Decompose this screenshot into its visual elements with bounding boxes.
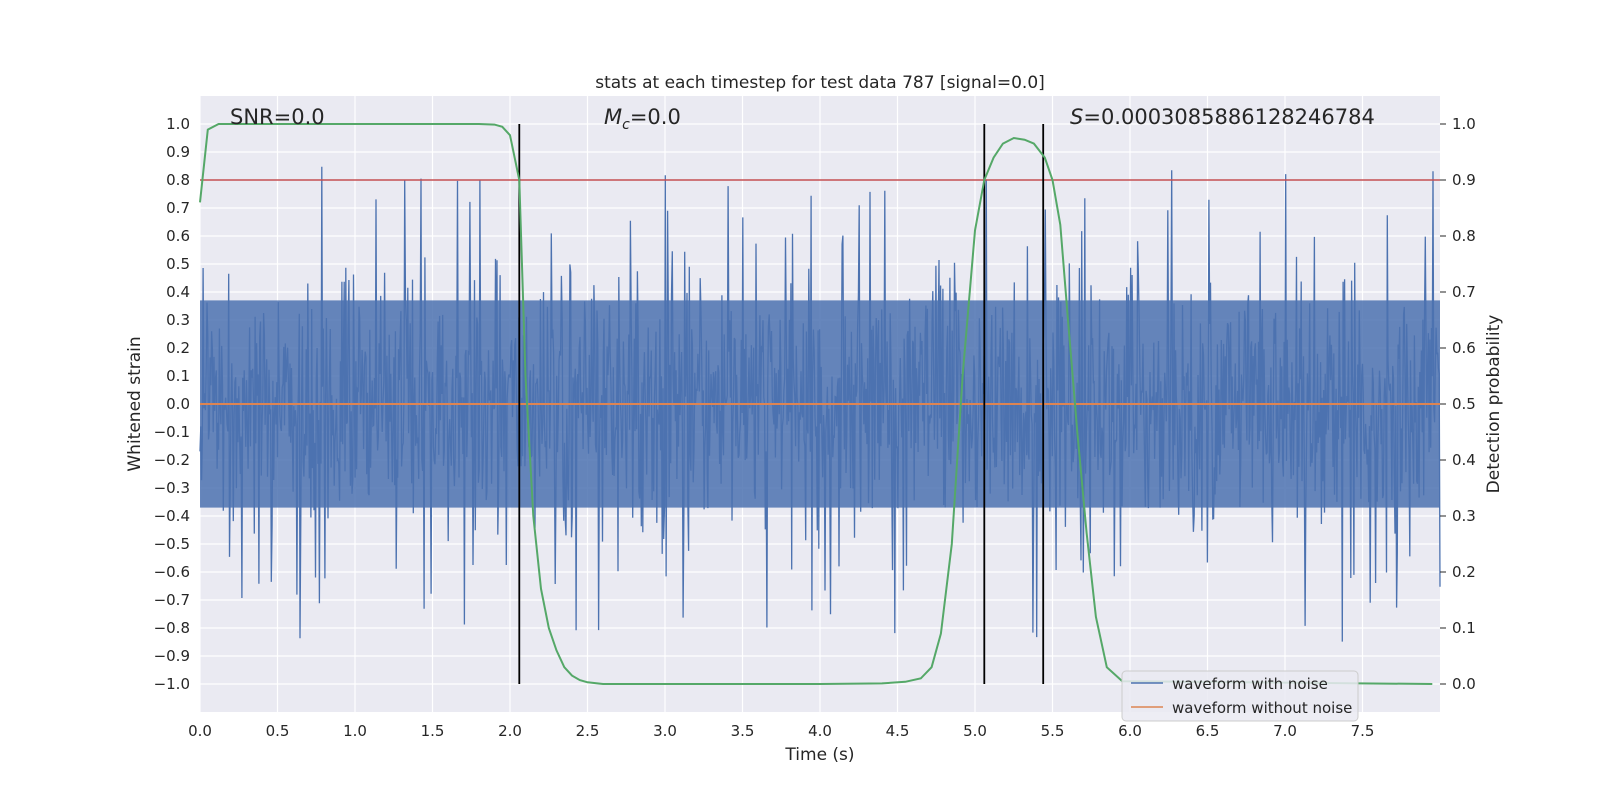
y-tick-label: 1.0: [166, 115, 190, 133]
mc-subscript: c: [622, 117, 630, 133]
y-tick-label: 0.2: [166, 339, 190, 357]
y-tick-label: 0.7: [166, 199, 190, 217]
y2-tick-label: 0.4: [1452, 451, 1476, 469]
y-tick-label: 0.1: [166, 367, 190, 385]
y-tick-label: 0.3: [166, 311, 190, 329]
x-tick-label: 5.5: [1041, 722, 1065, 740]
y2-axis-label: Detection probability: [1484, 315, 1504, 494]
chirp-mass-annotation: Mc=0.0: [604, 105, 681, 133]
x-tick-label: 2.0: [498, 722, 522, 740]
x-tick-label: 2.5: [576, 722, 600, 740]
y-tick-label: 0.5: [166, 255, 190, 273]
y2-tick-label: 0.7: [1452, 283, 1476, 301]
ticks-layer: 0.0 0.5 1.0 1.5 2.0 2.5 3.0 3.5 4.0 4.5 5.0 5.5 6.0 6…: [154, 115, 1476, 740]
y-tick-label: −0.6: [154, 563, 190, 581]
mc-symbol: M: [604, 105, 622, 129]
y2-tick-label: 0.5: [1452, 395, 1476, 413]
y-tick-label: −0.2: [154, 451, 190, 469]
snr-annotation: SNR=0.0: [230, 105, 325, 129]
y2-tick-label: 0.2: [1452, 563, 1476, 581]
y2-tick-label: 0.3: [1452, 507, 1476, 525]
chart-title: stats at each timestep for test data 787…: [595, 73, 1045, 93]
s-value: =0.0003085886128246784: [1083, 105, 1375, 129]
y-tick-label: 0.9: [166, 143, 190, 161]
y2-tick-label: 0.1: [1452, 619, 1476, 637]
s-symbol: S: [1070, 105, 1083, 129]
legend-noise-label: waveform with noise: [1172, 675, 1328, 693]
y-tick-label: −0.5: [154, 535, 190, 553]
y-tick-label: −0.8: [154, 619, 190, 637]
legend-box: [1121, 670, 1359, 722]
x-tick-label: 4.0: [808, 722, 832, 740]
x-axis-label: Time (s): [784, 745, 854, 765]
y-tick-label: 0.6: [166, 227, 190, 245]
probability-curve: [199, 123, 1433, 685]
x-tick-label: 1.5: [421, 722, 445, 740]
x-tick-label: 6.5: [1196, 722, 1220, 740]
y-tick-label: −0.7: [154, 591, 190, 609]
y2-tick-label: 0.6: [1452, 339, 1476, 357]
y-axis-label: Whitened strain: [125, 336, 145, 471]
x-tick-label: 3.0: [653, 722, 677, 740]
y2-tick-label: 0.0: [1452, 675, 1476, 693]
y2-tick-label: 1.0: [1452, 115, 1476, 133]
x-tick-label: 0.5: [266, 722, 290, 740]
x-tick-label: 1.0: [343, 722, 367, 740]
x-tick-label: 0.0: [188, 722, 212, 740]
legend: waveform with noise waveform without noi…: [1121, 670, 1359, 722]
y2-tick-label: 0.9: [1452, 171, 1476, 189]
y2-tick-label: 0.8: [1452, 227, 1476, 245]
y-tick-label: 0.0: [166, 395, 190, 413]
y-tick-label: −0.9: [154, 647, 190, 665]
overlay-layer: [199, 123, 1440, 685]
y-tick-label: −1.0: [154, 675, 190, 693]
y-tick-label: −0.3: [154, 479, 190, 497]
x-tick-label: 5.0: [963, 722, 987, 740]
x-tick-label: 4.5: [886, 722, 910, 740]
legend-clean-label: waveform without noise: [1172, 699, 1352, 717]
y-tick-label: −0.4: [154, 507, 190, 525]
y-tick-label: −0.1: [154, 423, 190, 441]
x-tick-label: 3.5: [731, 722, 755, 740]
y-tick-label: 0.8: [166, 171, 190, 189]
score-annotation: S=0.0003085886128246784: [1070, 105, 1375, 129]
x-tick-label: 6.0: [1118, 722, 1142, 740]
y-tick-label: 0.4: [166, 283, 190, 301]
x-tick-label: 7.5: [1351, 722, 1375, 740]
mc-value: =0.0: [630, 105, 681, 129]
x-tick-label: 7.0: [1273, 722, 1297, 740]
